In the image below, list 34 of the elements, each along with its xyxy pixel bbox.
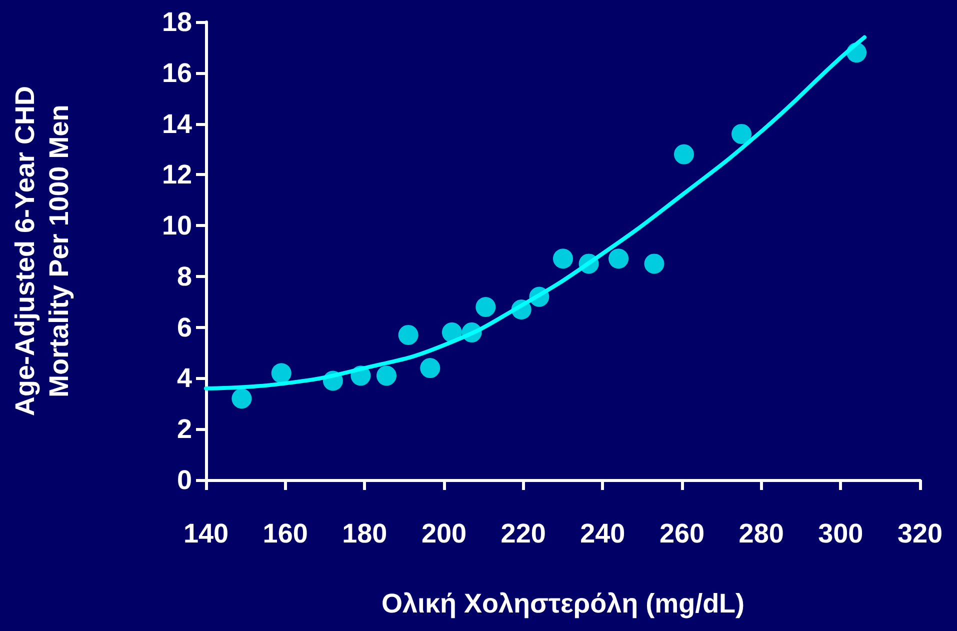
point	[442, 322, 462, 342]
x-tick-label: 320	[897, 518, 943, 548]
y-tick-label: 0	[176, 465, 192, 495]
point	[271, 363, 292, 384]
y-tick-label: 18	[162, 7, 192, 37]
x-axis-title: Ολική Χοληστερόλη (mg/dL)	[381, 588, 745, 618]
point	[376, 366, 396, 386]
point	[232, 388, 252, 409]
y-tick-label: 14	[162, 108, 192, 139]
y-tick-label: 10	[162, 210, 192, 241]
y-tick-label: 4	[176, 363, 192, 394]
point	[553, 248, 573, 269]
x-tick-label: 220	[500, 518, 546, 548]
x-tick-label: 260	[659, 518, 705, 548]
x-tick-label: 200	[421, 518, 467, 548]
point	[420, 358, 440, 378]
point	[476, 296, 496, 317]
y-tick-label: 8	[176, 261, 192, 292]
y-tick-label: 2	[176, 414, 192, 444]
y-tick-label: 16	[162, 58, 192, 88]
x-tick-label: 300	[818, 518, 864, 548]
y-tick-label: 6	[176, 312, 192, 342]
x-tick-label: 280	[738, 518, 784, 548]
point	[398, 324, 418, 345]
point	[674, 144, 694, 164]
point	[732, 124, 752, 144]
x-tick-label: 240	[580, 518, 626, 548]
x-tick-label: 160	[262, 518, 308, 548]
point	[608, 248, 629, 269]
point	[644, 254, 664, 274]
x-tick-label: 140	[183, 518, 229, 548]
y-tick-label: 12	[162, 160, 192, 190]
x-tick-label: 180	[342, 518, 388, 548]
y-axis-title: Age-Adjusted 6-Year CHD Mortality Per 1000 Men	[10, 86, 74, 416]
